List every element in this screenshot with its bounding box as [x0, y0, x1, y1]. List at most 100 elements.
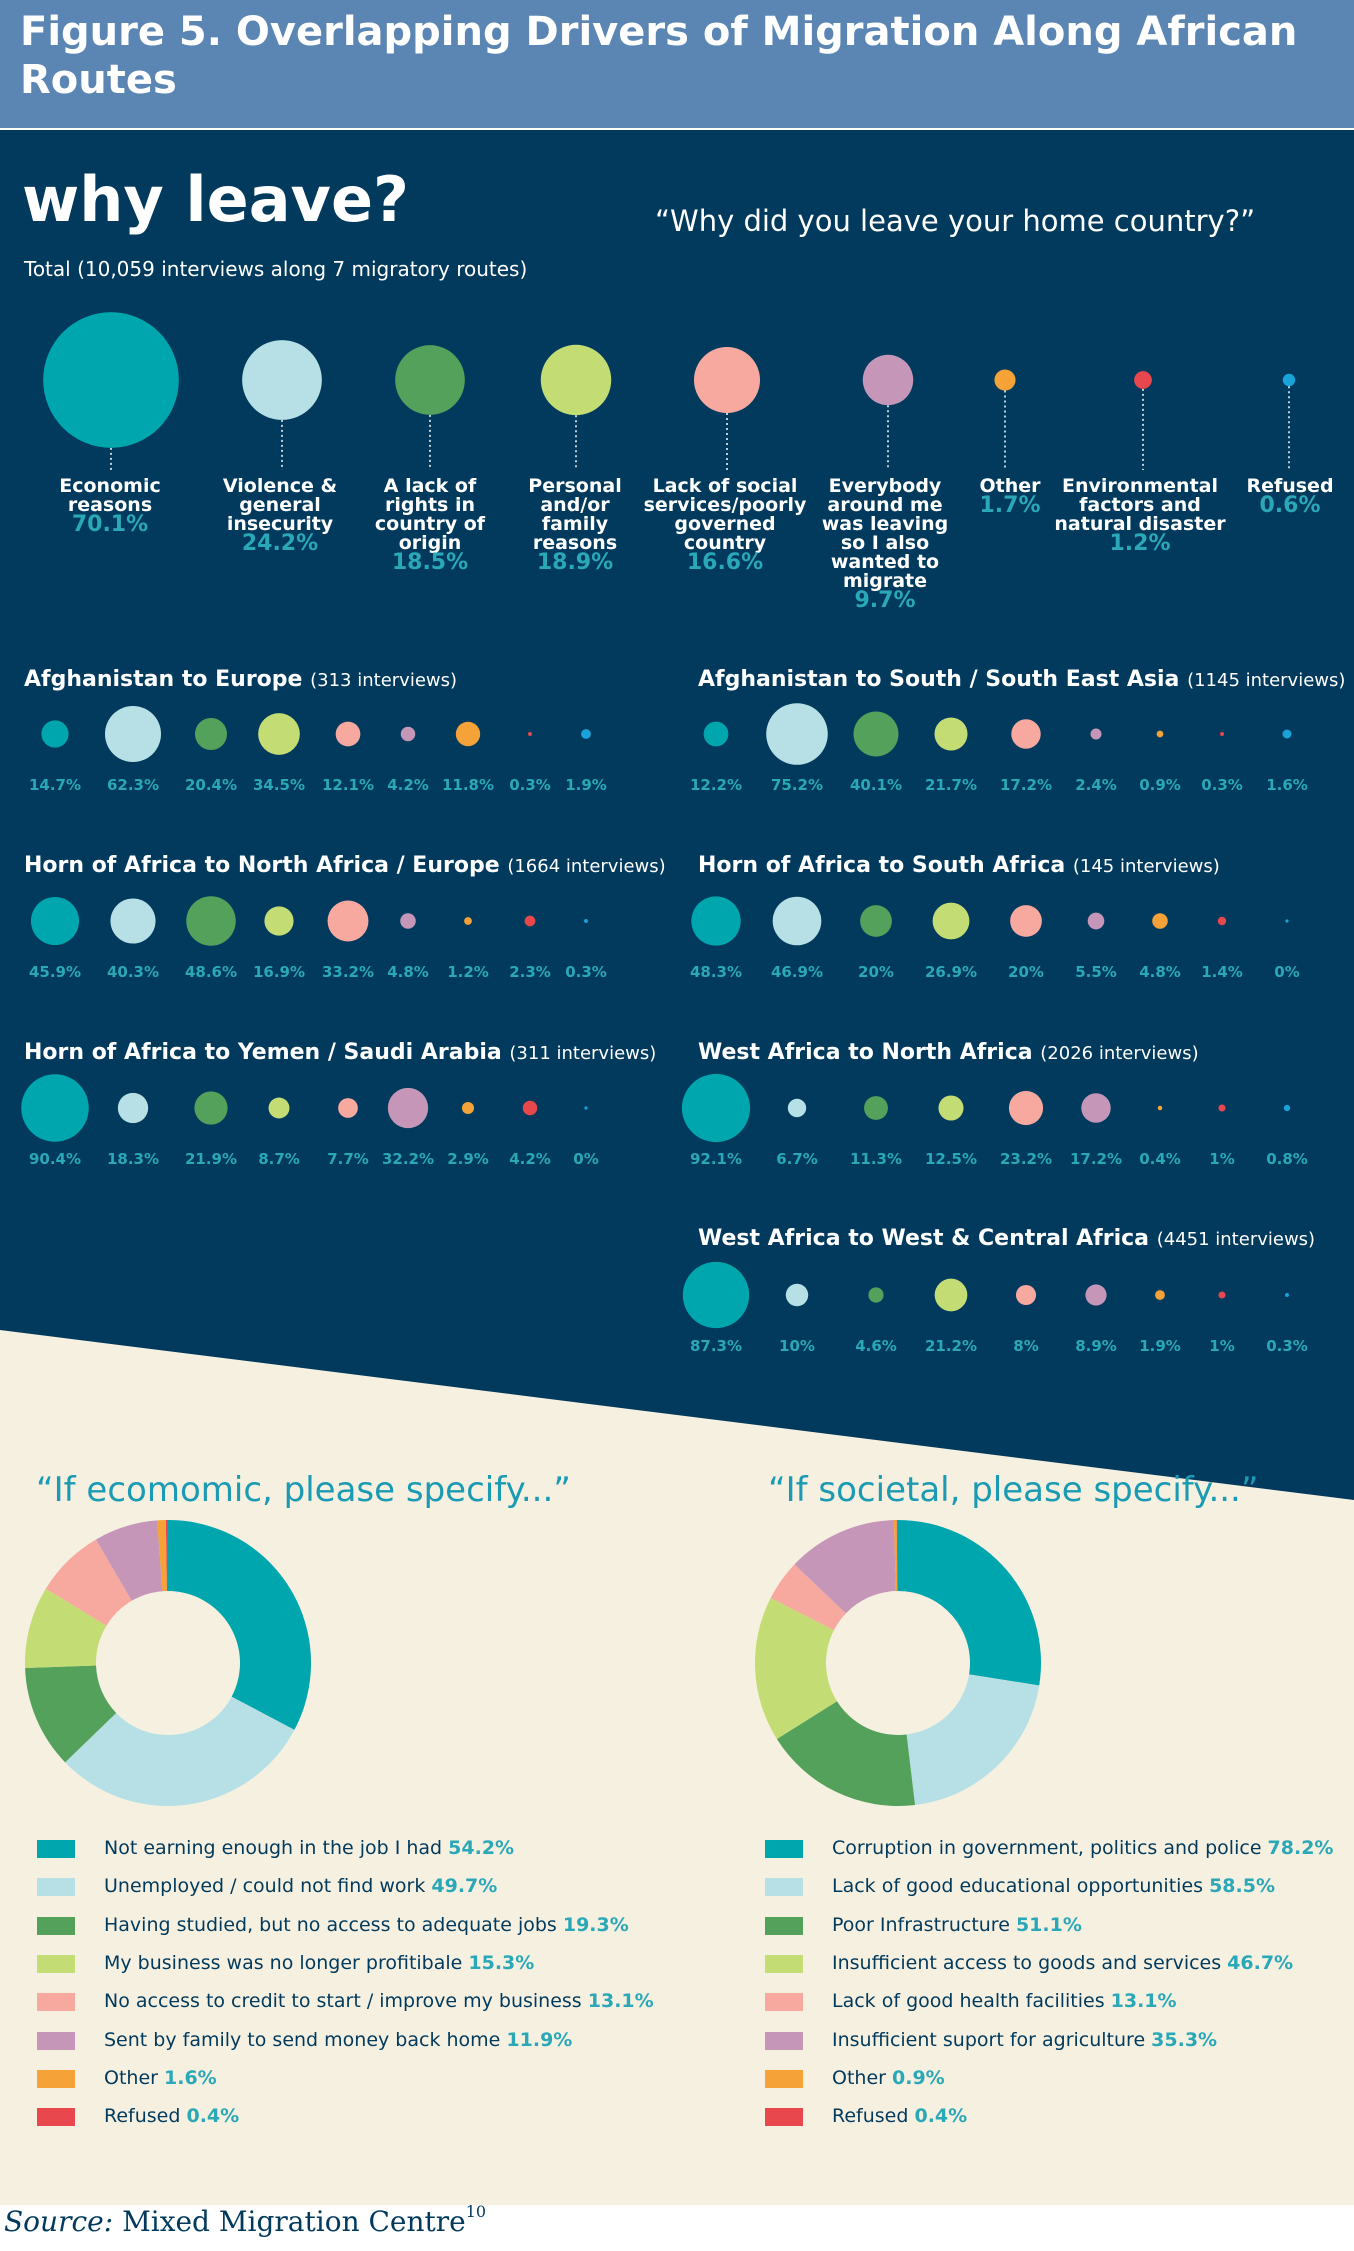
total-value-label: 1.2% [1109, 531, 1171, 556]
societal-legend-label: Insufficient access to goods and service… [832, 1951, 1294, 1974]
figure-title: Figure 5. Overlapping Drivers of Migrati… [20, 9, 1298, 103]
route-value-label: 32.2% [381, 1150, 435, 1168]
route-bubble [584, 1106, 588, 1110]
total-value-label: 70.1% [71, 512, 149, 537]
societal-slice [893, 1520, 898, 1592]
source-note: Source: Mixed Migration Centre10 [4, 2202, 486, 2238]
route-bubble [338, 1098, 358, 1118]
route-name: Horn of Africa to Yemen / Saudi Arabia [24, 1040, 502, 1065]
total-category-label: Environmental factors and natural disast… [1054, 475, 1226, 535]
route-bubble [1282, 729, 1292, 739]
route-value-label: 1.4% [1201, 963, 1243, 981]
total-label-7: Environmental factors and natural disast… [1050, 475, 1230, 556]
route-value-label: 4.2% [509, 1150, 551, 1168]
route-value-label: 0.3% [509, 776, 551, 794]
route-value-label: 45.9% [28, 963, 82, 981]
route-value-label: 1% [1209, 1150, 1235, 1168]
societal-legend-value: 46.7% [1227, 1951, 1294, 1974]
route-value-label: 4.8% [1139, 963, 1181, 981]
total-bubble [540, 344, 612, 416]
economic-legend-label: Other 1.6% [104, 2066, 217, 2089]
route-value-label: 21.2% [924, 1337, 978, 1355]
economic-legend-swatch [37, 2108, 75, 2127]
societal-legend-value: 78.2% [1267, 1837, 1334, 1859]
economic-legend-value: 15.3% [468, 1951, 535, 1974]
route-bubble [1090, 728, 1102, 740]
route-name: West Africa to West & Central Africa [698, 1226, 1150, 1251]
route-bubble [932, 902, 970, 940]
economic-legend-value: 0.4% [186, 2105, 240, 2128]
total-category-label: Everybody around me was leaving so I als… [821, 475, 949, 592]
economic-legend-label: No access to credit to start / improve m… [104, 1990, 654, 2013]
route-value-label: 8.7% [258, 1150, 300, 1168]
route-bubble [104, 705, 162, 763]
economic-pie-title: “If ecomomic, please specify...” [36, 1470, 571, 1510]
route-bubble [853, 711, 899, 757]
economic-legend-value: 13.1% [587, 1990, 654, 2013]
route-bubble [194, 1091, 228, 1125]
route-bubble [785, 1283, 809, 1307]
route-bubble [1011, 719, 1041, 749]
economic-legend-value: 19.3% [562, 1913, 629, 1936]
route-bubble [1152, 913, 1168, 929]
route-value-label: 20% [858, 963, 894, 981]
total-bubble [242, 340, 322, 420]
route-bubble [938, 1095, 964, 1121]
economic-legend-swatch [37, 2031, 75, 2050]
societal-legend-swatch [765, 1993, 803, 2012]
total-category-label: A lack of rights in country of origin [374, 475, 486, 554]
societal-legend-label: Other 0.9% [832, 2066, 945, 2089]
total-bubble [43, 312, 179, 448]
route-value-label: 0.3% [1201, 776, 1243, 794]
societal-legend-value: 51.1% [1015, 1913, 1082, 1936]
route-name: West Africa to North Africa [698, 1040, 1033, 1065]
route-bubble [1156, 730, 1164, 738]
route-bubble [1218, 1104, 1226, 1112]
route-bubble [1087, 912, 1105, 930]
economic-legend-label: Refused 0.4% [104, 2105, 240, 2128]
total-value-label: 18.5% [391, 550, 469, 575]
route-bubble [30, 896, 80, 946]
route-bubble [1285, 1293, 1289, 1297]
route-value-label: 1.9% [1139, 1337, 1181, 1355]
route-title-horn-south-africa: Horn of Africa to South Africa (145 inte… [698, 853, 1220, 878]
route-value-label: 4.6% [855, 1337, 897, 1355]
route-bubble [1283, 1104, 1291, 1112]
total-category-label: Economic reasons [59, 475, 161, 516]
route-value-label: 12.5% [924, 1150, 978, 1168]
route-value-label: 0.8% [1266, 1150, 1308, 1168]
route-value-label: 16.9% [252, 963, 306, 981]
total-bubble [862, 354, 914, 406]
route-value-label: 75.2% [770, 776, 824, 794]
route-value-label: 8% [1013, 1337, 1039, 1355]
route-bubble [703, 721, 729, 747]
total-bubble [994, 369, 1016, 391]
societal-legend-label: Corruption in government, politics and p… [832, 1837, 1334, 1859]
societal-legend-label: Refused 0.4% [832, 2105, 968, 2128]
route-title-afghanistan-europe: Afghanistan to Europe (313 interviews) [24, 667, 457, 692]
total-value-label: 24.2% [241, 531, 319, 556]
route-bubble [868, 1287, 884, 1303]
total-category-label: Lack of social services/poorly governed … [643, 475, 807, 554]
route-bubble [1010, 905, 1042, 937]
route-bubble [41, 720, 69, 748]
route-value-label: 17.2% [999, 776, 1053, 794]
route-bubble [186, 896, 236, 946]
economic-slice [95, 1520, 163, 1601]
route-value-label: 8.9% [1075, 1337, 1117, 1355]
route-title-horn-yemen: Horn of Africa to Yemen / Saudi Arabia (… [24, 1040, 656, 1065]
route-bubble [117, 1092, 149, 1124]
total-category-label: Violence & general insecurity [222, 475, 338, 535]
total-bubble [1282, 373, 1296, 387]
source-label: Source: [4, 2205, 114, 2238]
route-value-label: 0.3% [565, 963, 607, 981]
economic-legend-swatch [37, 1840, 75, 1858]
route-name: Horn of Africa to South Africa [698, 853, 1066, 878]
economic-legend-value: 49.7% [431, 1875, 498, 1898]
economic-legend-value: 1.6% [164, 2066, 217, 2089]
societal-legend-swatch [765, 2031, 803, 2050]
figure-header: Figure 5. Overlapping Drivers of Migrati… [0, 0, 1354, 128]
route-value-label: 21.9% [184, 1150, 238, 1168]
route-bubble [1008, 1090, 1044, 1126]
